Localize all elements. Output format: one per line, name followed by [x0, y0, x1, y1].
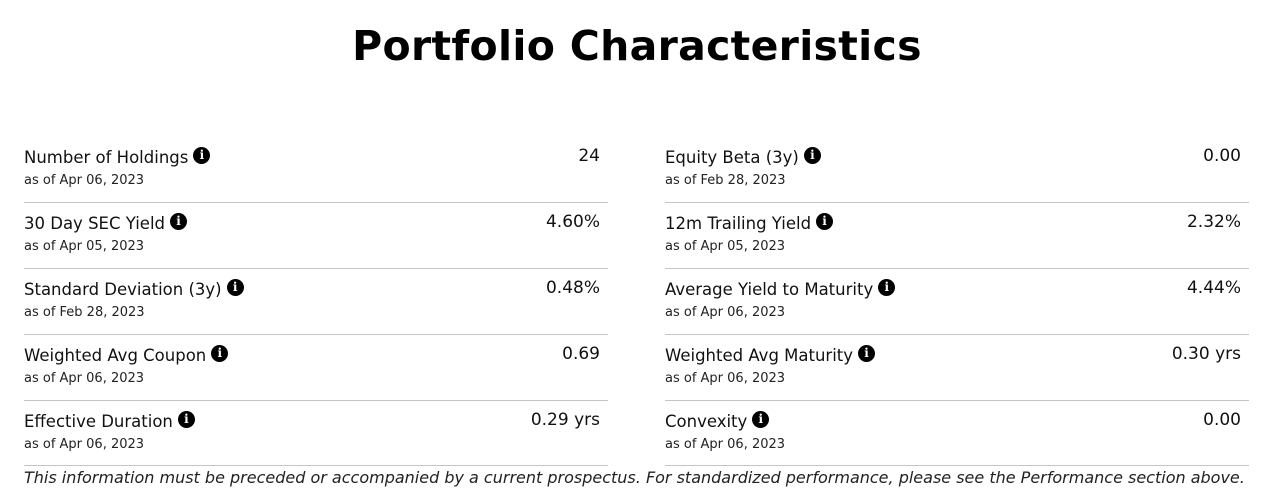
info-icon[interactable]: i	[211, 345, 229, 362]
characteristic-label: Weighted Avg Coupon	[24, 346, 207, 365]
characteristic-value: 24	[578, 146, 600, 166]
info-icon[interactable]: i	[816, 213, 834, 230]
characteristic-row-equity-beta: Equity Beta (3y) i as of Feb 28, 2023 0.…	[665, 138, 1249, 203]
characteristic-row-12m-trailing-yield: 12m Trailing Yield i as of Apr 05, 2023 …	[665, 203, 1249, 269]
characteristic-label: 12m Trailing Yield	[665, 214, 812, 233]
characteristic-row-weighted-avg-coupon: Weighted Avg Coupon i as of Apr 06, 2023…	[24, 335, 608, 401]
characteristic-row-30-day-sec-yield: 30 Day SEC Yield i as of Apr 05, 2023 4.…	[24, 203, 608, 269]
characteristic-row-number-of-holdings: Number of Holdings i as of Apr 06, 2023 …	[24, 138, 608, 203]
characteristic-row-weighted-avg-maturity: Weighted Avg Maturity i as of Apr 06, 20…	[665, 335, 1249, 401]
characteristic-label: 30 Day SEC Yield	[24, 214, 166, 233]
as-of-date: as of Feb 28, 2023	[665, 173, 786, 188]
characteristic-value: 4.44%	[1186, 278, 1241, 298]
info-icon[interactable]: i	[803, 147, 821, 164]
info-icon[interactable]: i	[878, 279, 896, 296]
characteristic-label: Average Yield to Maturity	[665, 280, 874, 299]
as-of-date: as of Apr 06, 2023	[665, 371, 786, 386]
info-icon[interactable]: i	[752, 411, 770, 428]
characteristic-value: 0.00	[1203, 146, 1241, 166]
characteristic-label: Number of Holdings	[24, 148, 189, 167]
characteristic-value: 0.29 yrs	[530, 410, 600, 430]
info-icon[interactable]: i	[858, 345, 876, 362]
characteristic-value: 0.30 yrs	[1171, 344, 1241, 364]
characteristic-label: Standard Deviation (3y)	[24, 280, 222, 299]
characteristic-row-effective-duration: Effective Duration i as of Apr 06, 2023 …	[24, 401, 608, 466]
as-of-date: as of Feb 28, 2023	[24, 305, 145, 320]
characteristic-label: Equity Beta (3y)	[665, 148, 799, 167]
as-of-date: as of Apr 06, 2023	[24, 173, 145, 188]
as-of-date: as of Apr 06, 2023	[665, 437, 786, 452]
as-of-date: as of Apr 06, 2023	[24, 437, 145, 452]
as-of-date: as of Apr 06, 2023	[24, 371, 145, 386]
characteristic-label: Weighted Avg Maturity	[665, 346, 854, 365]
info-icon[interactable]: i	[193, 147, 211, 164]
characteristic-row-average-yield-to-maturity: Average Yield to Maturity i as of Apr 06…	[665, 269, 1249, 335]
info-icon[interactable]: i	[170, 213, 188, 230]
characteristic-row-standard-deviation: Standard Deviation (3y) i as of Feb 28, …	[24, 269, 608, 335]
characteristic-value: 2.32%	[1186, 212, 1241, 232]
right-characteristics-column: Equity Beta (3y) i as of Feb 28, 2023 0.…	[665, 138, 1249, 466]
page-title: Portfolio Characteristics	[352, 22, 922, 70]
characteristic-label: Effective Duration	[24, 412, 173, 431]
left-characteristics-column: Number of Holdings i as of Apr 06, 2023 …	[24, 138, 608, 466]
info-icon[interactable]: i	[177, 411, 195, 428]
as-of-date: as of Apr 06, 2023	[665, 305, 786, 320]
characteristic-value: 4.60%	[545, 212, 600, 232]
characteristic-value: 0.00	[1203, 410, 1241, 430]
prospectus-footnote: This information must be preceded or acc…	[24, 468, 1245, 487]
info-icon[interactable]: i	[226, 279, 244, 296]
as-of-date: as of Apr 05, 2023	[665, 239, 786, 254]
characteristic-value: 0.48%	[545, 278, 600, 298]
as-of-date: as of Apr 05, 2023	[24, 239, 145, 254]
characteristic-value: 0.69	[562, 344, 600, 364]
characteristic-label: Convexity	[665, 412, 748, 431]
characteristic-row-convexity: Convexity i as of Apr 06, 2023 0.00	[665, 401, 1249, 466]
